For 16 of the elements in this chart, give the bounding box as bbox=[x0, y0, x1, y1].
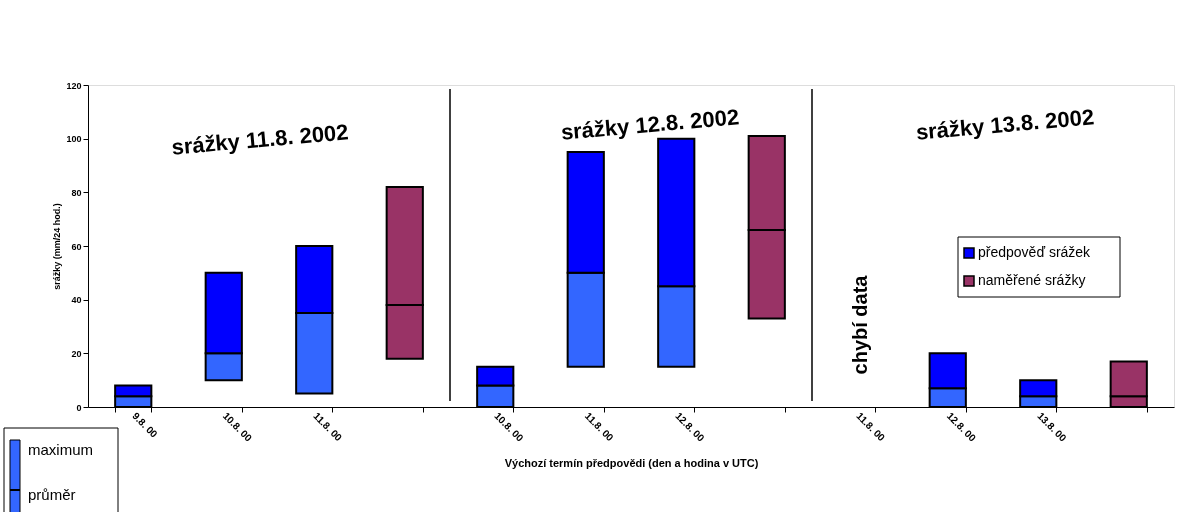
y-tick-label: 0 bbox=[76, 402, 82, 413]
y-tick-label: 40 bbox=[71, 295, 82, 306]
y-tick-label: 80 bbox=[71, 187, 82, 198]
legend-label: naměřené srážky bbox=[978, 272, 1086, 288]
x-tick-label: 9.8. 00 bbox=[130, 410, 160, 440]
annotation: srážky 13.8. 2002 bbox=[914, 104, 1096, 145]
annotation: srážky 12.8. 2002 bbox=[559, 104, 741, 145]
annotation: srážky 11.8. 2002 bbox=[170, 119, 350, 160]
x-axis-title: Výchozí termín předpovědi (den a hodina v UTC) bbox=[504, 456, 759, 469]
annotation: chybí data bbox=[849, 274, 871, 375]
y-tick-label: 20 bbox=[71, 348, 82, 359]
y-tick-label: 60 bbox=[71, 241, 82, 252]
y-axis-title: srážky (mm/24 hod.) bbox=[52, 203, 63, 290]
y-tick-label: 100 bbox=[66, 134, 82, 145]
legend-label: předpověď srážek bbox=[978, 244, 1092, 260]
y-tick-label: 120 bbox=[66, 80, 82, 91]
